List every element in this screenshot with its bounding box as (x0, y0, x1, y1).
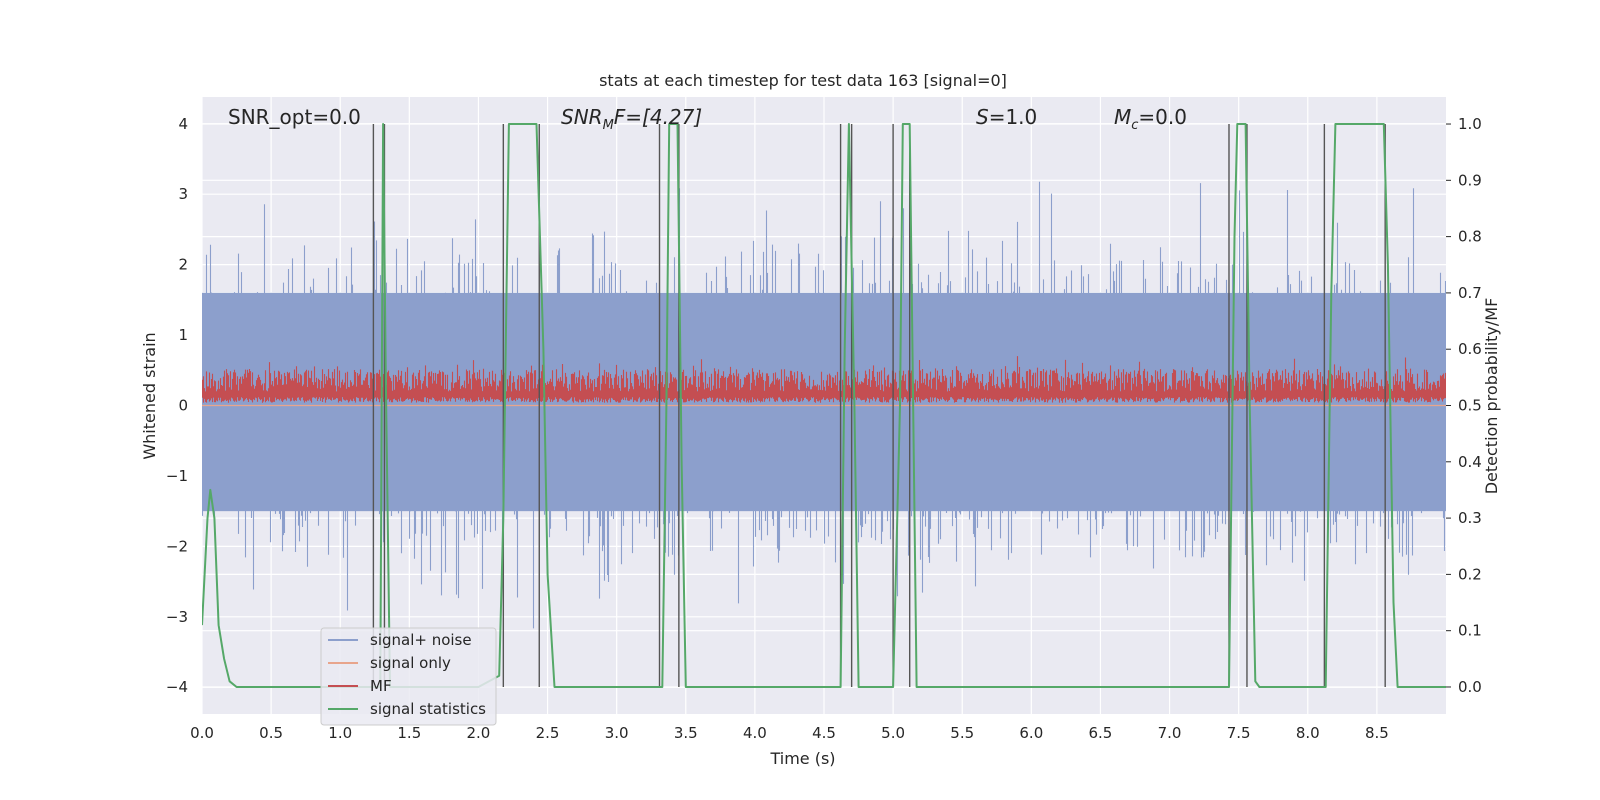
y-tick-label: −4 (166, 678, 188, 696)
annotation-snr-opt: SNR_opt=0.0 (228, 105, 361, 129)
y2-tick-label: 0.1 (1458, 622, 1482, 640)
x-tick-label: 0.5 (259, 724, 283, 742)
y2-tick-label: 0.3 (1458, 509, 1482, 527)
x-tick-label: 6.0 (1019, 724, 1043, 742)
x-tick-label: 7.5 (1227, 724, 1251, 742)
annotation-s: S=1.0 (976, 105, 1037, 129)
legend: signal+ noise signal only MF signal stat… (320, 627, 497, 726)
y2-tick-label: 0.8 (1458, 228, 1482, 246)
x-tick-label: 5.0 (881, 724, 905, 742)
x-tick-label: 7.0 (1158, 724, 1182, 742)
y2-tick-label: 0.0 (1458, 678, 1482, 696)
x-tick-label: 1.0 (328, 724, 352, 742)
signal-noise-core (202, 292, 1446, 512)
signal-noise-series (202, 181, 1446, 629)
annotation-s-label: S (976, 105, 989, 129)
y2-axis-ticks: 1.0 0.9 0.8 0.7 0.6 0.5 0.4 0.3 0.2 0.1 0.0 (1446, 115, 1482, 696)
y-tick-label: 4 (178, 115, 188, 133)
y2-tick-label: 0.9 (1458, 171, 1482, 189)
y2-tick-label: 0.5 (1458, 397, 1482, 415)
x-tick-label: 0.0 (190, 724, 214, 742)
y2-tick-label: 0.7 (1458, 284, 1482, 302)
y-tick-label: 1 (178, 326, 188, 344)
x-tick-label: 8.5 (1365, 724, 1389, 742)
x-tick-label: 6.5 (1089, 724, 1113, 742)
y-axis-label: Whitened strain (140, 332, 159, 459)
legend-box (320, 627, 497, 726)
y-axis-ticks: 4 3 2 1 0 −1 −2 −3 −4 (166, 115, 188, 696)
legend-label-signal-only: signal only (370, 654, 451, 672)
y-tick-label: −1 (166, 467, 188, 485)
annotation-snr-mf-rest: F=[4.27] (614, 105, 702, 129)
annotation-mc-rest: =0.0 (1138, 105, 1187, 129)
y-tick-label: −3 (166, 608, 188, 626)
annotation-mc-sub: c (1131, 118, 1138, 133)
annotation-snr-mf-base: SNR (561, 105, 603, 129)
y-tick-label: 3 (178, 185, 188, 203)
y2-tick-label: 0.6 (1458, 340, 1482, 358)
x-axis-ticks: 0.0 0.5 1.0 1.5 2.0 2.5 3.0 3.5 4.0 4.5 5.0 5.5 6.0 6… (190, 724, 1389, 742)
legend-label-mf: MF (370, 677, 392, 695)
x-tick-label: 2.0 (467, 724, 491, 742)
y2-tick-label: 0.2 (1458, 565, 1482, 583)
y-tick-label: −2 (166, 537, 188, 555)
annotation-snr-mf: SNRMF=[4.27] (561, 105, 702, 133)
x-tick-label: 3.0 (605, 724, 629, 742)
y2-axis-label: Detection probability/MF (1482, 298, 1501, 495)
y2-tick-label: 1.0 (1458, 115, 1482, 133)
legend-label-signal-noise: signal+ noise (370, 631, 472, 649)
x-tick-label: 4.0 (743, 724, 767, 742)
x-tick-label: 1.5 (397, 724, 421, 742)
x-tick-label: 8.0 (1296, 724, 1320, 742)
x-tick-label: 5.5 (950, 724, 974, 742)
annotation-mc: Mc=0.0 (1114, 105, 1187, 133)
chart-title: stats at each timestep for test data 163… (599, 71, 1007, 90)
x-tick-label: 3.5 (674, 724, 698, 742)
annotation-snr-mf-sub: M (603, 118, 614, 133)
x-tick-label: 4.5 (812, 724, 836, 742)
y-tick-label: 2 (178, 256, 188, 274)
x-tick-label: 2.5 (536, 724, 560, 742)
y2-tick-label: 0.4 (1458, 453, 1482, 471)
annotation-mc-label: M (1114, 105, 1131, 129)
x-axis-label: Time (s) (769, 749, 835, 768)
y-tick-label: 0 (178, 397, 188, 415)
legend-label-signal-statistics: signal statistics (370, 700, 486, 718)
annotation-s-rest: =1.0 (989, 105, 1038, 129)
